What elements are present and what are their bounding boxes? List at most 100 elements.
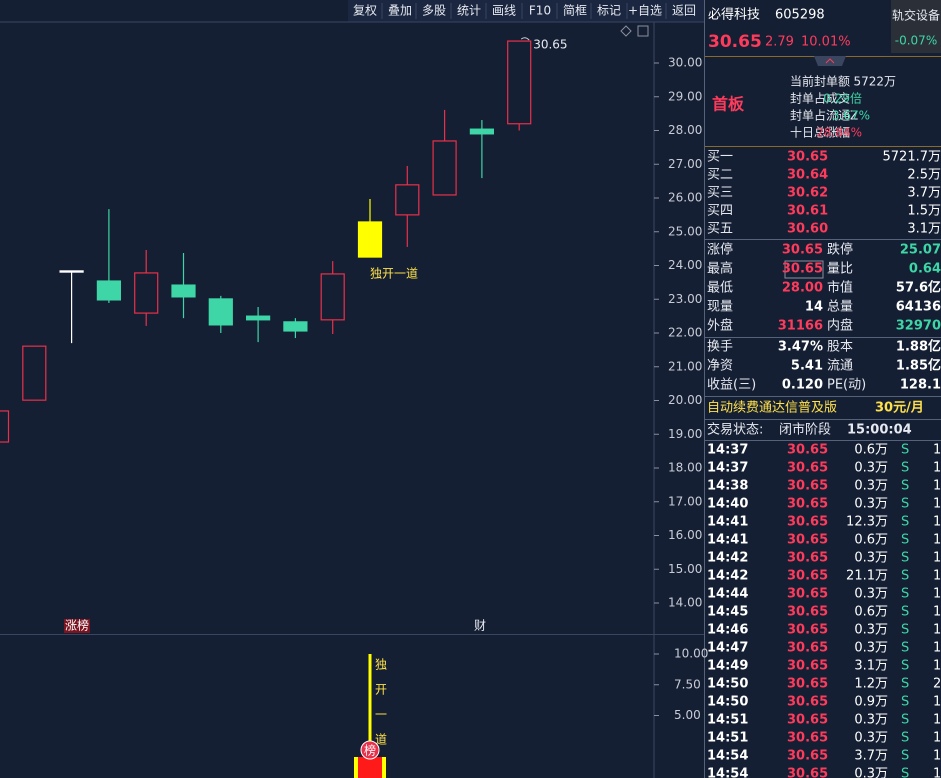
trade-count: 1: [933, 443, 941, 458]
y-tick-label: 22.00: [668, 326, 702, 340]
stat-label: 外盘: [707, 318, 733, 334]
y-tick-label: 21.00: [668, 359, 702, 373]
stat-value: 64136: [896, 300, 941, 315]
toolbar-button[interactable]: +自选: [628, 4, 662, 18]
limit-value: 0.29倍: [823, 91, 862, 106]
trade-volume: 0.9万: [854, 695, 888, 710]
stat-label: 换手: [707, 340, 733, 355]
trade-volume: 1.2万: [854, 677, 888, 692]
trade-time: 14:42: [707, 569, 748, 584]
candle-body: [246, 315, 271, 321]
trade-price: 30.65: [787, 749, 828, 764]
change: 2.79: [765, 35, 794, 50]
book-price: 30.62: [787, 186, 828, 201]
book-price: 30.65: [787, 150, 828, 165]
trade-volume: 0.3万: [854, 731, 888, 746]
book-volume: 5721.7万: [883, 150, 941, 165]
trade-side: S: [901, 659, 909, 674]
indicator-label: 独: [375, 658, 387, 672]
candle-body: [283, 321, 308, 332]
book-volume: 3.7万: [907, 186, 941, 201]
badge-label: 榜: [364, 743, 376, 758]
trade-price: 30.65: [787, 767, 828, 778]
toolbar-button[interactable]: 标记: [597, 4, 621, 18]
stat-label: 净资: [707, 359, 733, 374]
stat-value: 1.88亿: [896, 339, 941, 355]
trade-volume: 3.7万: [854, 749, 888, 764]
toolbar-button[interactable]: 复权: [353, 4, 377, 18]
trade-volume: 0.3万: [854, 587, 888, 602]
candle-body: [208, 298, 233, 326]
trade-price: 30.65: [787, 551, 828, 566]
pct: 10.01%: [801, 35, 851, 50]
icon[interactable]: [620, 25, 632, 37]
status-label: 交易状态:: [707, 422, 763, 438]
toolbar-button[interactable]: 简框: [563, 4, 587, 18]
toolbar-button[interactable]: F10: [529, 4, 551, 18]
trade-time: 14:50: [707, 677, 748, 692]
trade-volume: 0.3万: [854, 623, 888, 638]
limit-label: 封单占成交: [790, 91, 850, 106]
stock-code: 605298: [775, 8, 825, 23]
trade-count: 1: [933, 533, 941, 548]
stat-value: 14: [805, 300, 823, 315]
trade-time: 14:44: [707, 587, 748, 602]
high-label: 30.65: [533, 38, 567, 52]
trade-side: S: [901, 533, 909, 548]
limit-label: 当前封单额: [790, 74, 850, 89]
y-tick-label: 28.00: [668, 123, 702, 137]
trade-volume: 0.3万: [854, 641, 888, 656]
stat-value: 1.85亿: [896, 358, 941, 374]
toolbar-button[interactable]: 叠加: [388, 4, 412, 18]
trade-count: 1: [933, 551, 941, 566]
toolbar-button[interactable]: 多股: [422, 4, 446, 18]
book-price: 30.61: [787, 204, 828, 219]
toolbar-button[interactable]: 画线: [492, 4, 516, 18]
indicator-label: 开: [375, 683, 387, 697]
book-volume: 3.1万: [907, 222, 941, 237]
sector[interactable]: 轨交设备: [892, 8, 940, 23]
trade-time: 14:37: [707, 461, 748, 476]
trade-price: 30.65: [787, 713, 828, 728]
toolbar-button[interactable]: 统计: [457, 4, 481, 18]
indicator-label: 一: [375, 708, 387, 722]
trade-volume: 0.3万: [854, 497, 888, 512]
trade-volume: 21.1万: [846, 569, 888, 584]
trade-time: 14:51: [707, 731, 748, 746]
stat-value: 0.64: [909, 262, 941, 277]
marker-bg: [64, 619, 90, 633]
collapse-tab[interactable]: [814, 56, 846, 66]
trade-volume: 0.3万: [854, 461, 888, 476]
toolbar-button[interactable]: 返回: [672, 4, 696, 18]
y-tick-label: 25.00: [668, 224, 702, 238]
book-price: 30.64: [787, 168, 828, 183]
limit-value: 3.67%: [832, 109, 870, 123]
marker: 涨榜: [65, 618, 89, 633]
trade-count: 1: [933, 515, 941, 530]
trade-price: 30.65: [787, 731, 828, 746]
candle-body: [507, 40, 532, 125]
stat-label: 收益(三): [707, 378, 756, 393]
stat-value: 30.65: [782, 243, 823, 258]
y-tick-label: 27.00: [668, 157, 702, 171]
book-label: 买二: [707, 168, 733, 183]
sector-box: [891, 0, 941, 53]
candle-body: [320, 273, 345, 321]
stat-value: 5.41: [791, 359, 823, 374]
indicator-block: [358, 757, 382, 778]
trade-count: 1: [933, 587, 941, 602]
ad-price[interactable]: 30元/月: [875, 401, 924, 416]
limit-value: 5722万: [853, 75, 896, 89]
trade-count: 1: [933, 641, 941, 656]
trade-count: 1: [933, 749, 941, 764]
limit-label: 十日总涨幅: [790, 125, 850, 140]
icon[interactable]: [637, 25, 649, 37]
candle-body: [171, 284, 196, 298]
trade-time: 14:51: [707, 713, 748, 728]
ad-text[interactable]: 自动续费通达信普及版: [707, 401, 837, 416]
stat-label: 最高: [707, 261, 733, 277]
trade-price: 30.65: [787, 605, 828, 620]
status-value: 闭市阶段: [779, 422, 831, 438]
y-tick-label: 16.00: [668, 528, 702, 542]
